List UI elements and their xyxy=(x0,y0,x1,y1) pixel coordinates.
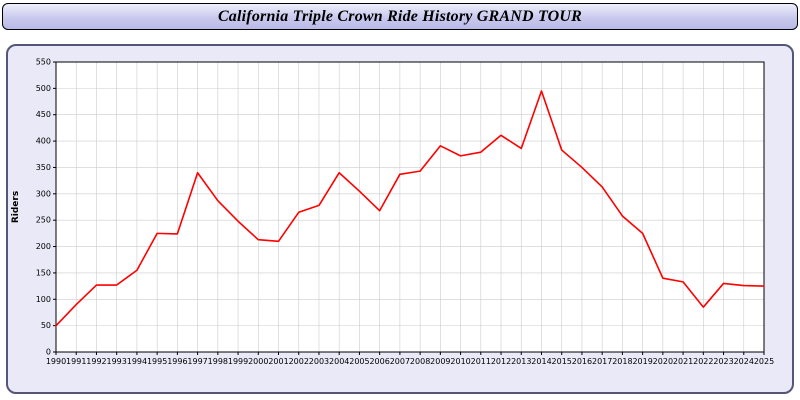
x-tick-label: 2009 xyxy=(430,357,450,366)
y-tick-label: 50 xyxy=(41,321,51,330)
y-tick-label: 200 xyxy=(36,242,51,251)
x-tick-label: 2000 xyxy=(248,357,268,366)
x-tick-label: 2022 xyxy=(693,357,713,366)
x-tick-label: 2021 xyxy=(673,357,693,366)
x-tick-label: 2004 xyxy=(329,357,349,366)
x-tick-label: 2019 xyxy=(632,357,652,366)
x-tick-label: 2016 xyxy=(572,357,592,366)
y-axis-label: Riders xyxy=(11,191,21,223)
y-tick-label: 250 xyxy=(36,216,51,225)
x-tick-label: 2015 xyxy=(552,357,572,366)
x-tick-label: 2013 xyxy=(511,357,531,366)
y-tick-label: 300 xyxy=(36,189,51,198)
y-tick-label: 550 xyxy=(36,58,51,67)
x-tick-label: 2007 xyxy=(390,357,410,366)
x-tick-label: 2011 xyxy=(471,357,491,366)
y-tick-label: 100 xyxy=(36,295,51,304)
x-tick-label: 1991 xyxy=(66,357,86,366)
x-tick-label: 1993 xyxy=(107,357,127,366)
x-tick-label: 2017 xyxy=(592,357,612,366)
x-tick-label: 1995 xyxy=(147,357,167,366)
y-tick-label: 450 xyxy=(36,110,51,119)
x-tick-label: 1997 xyxy=(187,357,207,366)
x-tick-label: 2012 xyxy=(491,357,511,366)
x-tick-label: 2024 xyxy=(734,357,754,366)
x-tick-label: 2018 xyxy=(612,357,632,366)
y-tick-label: 0 xyxy=(46,348,51,357)
y-tick-label: 500 xyxy=(36,84,51,93)
x-tick-label: 2006 xyxy=(369,357,389,366)
riders-series-line xyxy=(55,90,765,327)
x-tick-label: 2003 xyxy=(309,357,329,366)
x-tick-label: 2008 xyxy=(410,357,430,366)
x-tick-label: 2002 xyxy=(289,357,309,366)
x-tick-label: 2005 xyxy=(349,357,369,366)
y-tick-label: 150 xyxy=(36,268,51,277)
chart-title-bar: California Triple Crown Ride History GRA… xyxy=(2,3,798,30)
x-tick-label: 1996 xyxy=(167,357,187,366)
x-tick-label: 1999 xyxy=(228,357,248,366)
x-tick-label: 1992 xyxy=(86,357,106,366)
x-tick-label: 2014 xyxy=(531,357,551,366)
x-tick-label: 1994 xyxy=(127,357,147,366)
plot-border xyxy=(55,61,765,353)
x-tick-label: 2001 xyxy=(268,357,288,366)
x-tick-label: 2010 xyxy=(450,357,470,366)
y-tick-label: 400 xyxy=(36,137,51,146)
y-tick-label: 350 xyxy=(36,163,51,172)
chart-title: California Triple Crown Ride History GRA… xyxy=(217,7,583,25)
x-tick-label: 1990 xyxy=(46,357,66,366)
chart-panel: 0 50 100 150 200 250 300 350 400 450 500 550 1990 199… xyxy=(6,44,794,394)
x-tick-label: 2020 xyxy=(653,357,673,366)
x-tick-label: 1998 xyxy=(208,357,228,366)
plot-area xyxy=(56,62,764,352)
x-tick-label: 2025 xyxy=(754,357,774,366)
x-tick-label: 2023 xyxy=(713,357,733,366)
